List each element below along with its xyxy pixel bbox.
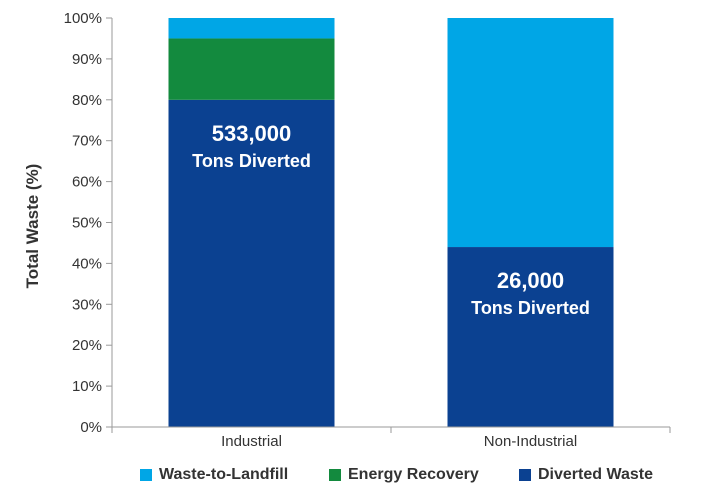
y-tick-label: 90% [72,51,102,68]
annotation-value: 26,000 [497,268,564,293]
y-tick-label: 0% [80,419,102,436]
x-category-label: Industrial [221,433,282,450]
legend-swatch-diverted-waste [519,469,531,481]
y-tick-label: 20% [72,337,102,354]
y-tick-label: 40% [72,255,102,272]
legend-label: Diverted Waste [538,466,653,483]
bar-segment-waste-to-landfill [447,18,614,248]
y-tick-label: 10% [72,378,102,395]
x-axis: Industrial Non-Industrial [111,426,671,450]
legend-item-waste-to-landfill: Waste-to-Landfill [140,466,288,484]
bar-segment-diverted-waste [447,247,614,427]
y-axis: 0% 10% 20% 30% 40% 50% 60% 70% 80% 90% 100% [64,10,113,436]
bars [168,18,614,428]
bar-segment-energy-recovery [168,38,335,100]
legend-swatch-energy-recovery [329,469,341,481]
legend-label: Waste-to-Landfill [159,466,289,483]
legend: Waste-to-Landfill Energy Recovery Divert… [0,466,703,492]
annotation-value: 533,000 [212,121,292,146]
y-tick-label: 70% [72,133,102,150]
bar-segment-diverted-waste [168,99,335,428]
annotation-text: Tons Diverted [471,298,590,318]
stacked-bar-chart: 0% 10% 20% 30% 40% 50% 60% 70% 80% 90% 100% Total … [23,10,671,450]
legend-item-diverted-waste: Diverted Waste [519,466,653,484]
bar-annotations: 533,000 Tons Diverted 26,000 Tons Diverted [192,121,590,318]
y-tick-label: 80% [72,92,102,109]
annotation-text: Tons Diverted [192,151,311,171]
x-category-label: Non-Industrial [484,433,577,450]
legend-swatch-waste-to-landfill [140,469,152,481]
y-axis-label: Total Waste (%) [23,164,42,289]
legend-label: Energy Recovery [348,466,479,483]
legend-item-energy-recovery: Energy Recovery [329,466,479,484]
y-tick-label: 30% [72,296,102,313]
y-tick-label: 60% [72,174,102,191]
y-tick-label: 100% [64,10,102,27]
bar-segment-waste-to-landfill [168,18,335,39]
y-tick-label: 50% [72,215,102,232]
